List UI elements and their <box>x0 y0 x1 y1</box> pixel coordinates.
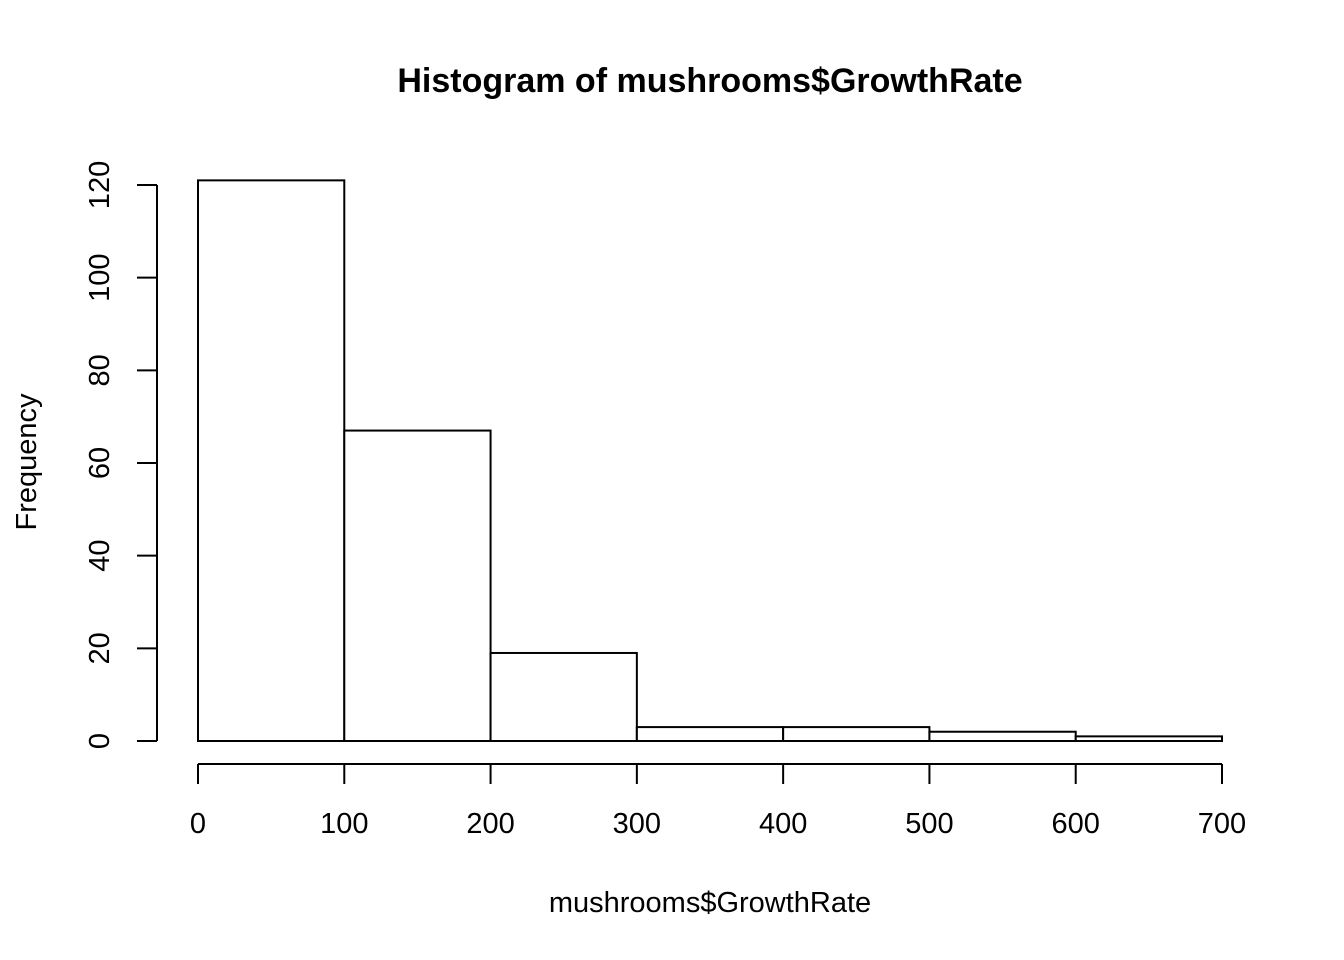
y-tick-label: 100 <box>84 253 116 301</box>
histogram-bar-4 <box>782 726 931 742</box>
x-tick-label: 200 <box>466 808 514 840</box>
chart-title: Histogram of mushrooms$GrowthRate <box>397 62 1022 100</box>
histogram-bar-0 <box>197 179 346 743</box>
histogram-bar-3 <box>635 726 785 742</box>
y-tick-label: 40 <box>84 540 116 572</box>
x-axis: 0 100 200 300 400 500 600 700 <box>190 763 1246 840</box>
y-axis-label: Frequency <box>11 393 43 531</box>
y-axis: 0 20 40 60 80 100 120 <box>84 161 158 749</box>
histogram-bar-1 <box>343 429 492 742</box>
y-tick-label: 80 <box>84 354 116 386</box>
x-tick-label: 700 <box>1198 808 1246 840</box>
x-axis-label: mushrooms$GrowthRate <box>549 887 871 919</box>
y-tick-label: 0 <box>84 733 116 749</box>
x-tick-label: 300 <box>613 808 661 840</box>
bars-group <box>197 179 1223 743</box>
x-tick-label: 400 <box>759 808 807 840</box>
y-tick-label: 60 <box>84 447 116 479</box>
x-tick-label: 600 <box>1052 808 1100 840</box>
y-tick-label: 120 <box>84 161 116 209</box>
x-tick-label: 0 <box>190 808 206 840</box>
x-tick-label: 100 <box>320 808 368 840</box>
histogram-bar-5 <box>928 730 1077 743</box>
histogram-bar-6 <box>1074 735 1223 742</box>
y-tick-label: 20 <box>84 632 116 664</box>
histogram-bar-2 <box>489 651 638 743</box>
x-tick-label: 500 <box>905 808 953 840</box>
